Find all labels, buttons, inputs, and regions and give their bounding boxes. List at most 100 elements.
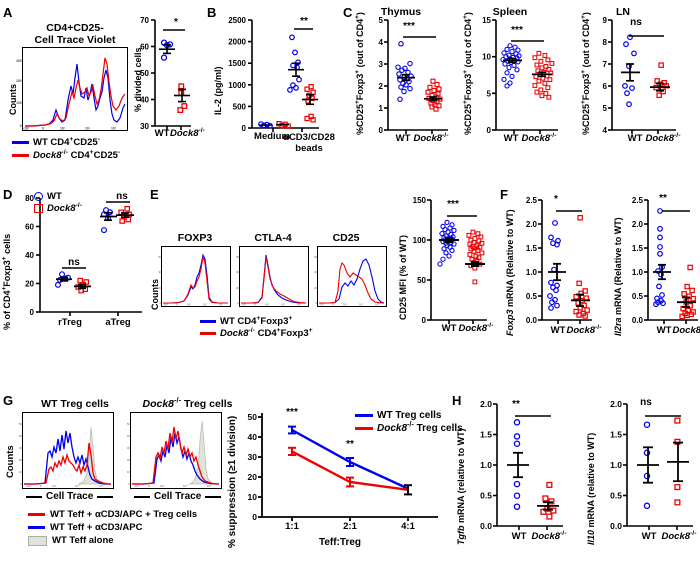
svg-text:40: 40 xyxy=(25,251,34,260)
svg-text:2500: 2500 xyxy=(228,16,246,25)
svg-text:0: 0 xyxy=(20,124,22,128)
svg-text:10: 10 xyxy=(19,470,23,474)
panel-e-title-ctla4: CTLA-4 xyxy=(254,232,292,244)
svg-text:5: 5 xyxy=(603,104,608,113)
svg-text:2000: 2000 xyxy=(228,38,246,47)
svg-text:10⁵: 10⁵ xyxy=(207,484,212,488)
panel-a-cat-wt: WT xyxy=(154,128,170,139)
panel-g-xlabel-ko: Cell Trace xyxy=(134,492,222,502)
panel-d-sig-rtreg: ns xyxy=(68,257,80,268)
svg-text:0: 0 xyxy=(422,316,427,325)
svg-text:10³: 10³ xyxy=(187,303,191,307)
svg-text:10³: 10³ xyxy=(343,303,347,307)
svg-text:0: 0 xyxy=(252,512,257,522)
svg-text:50: 50 xyxy=(248,412,258,422)
panel-c-chart-spleen: 15 10 5 0 xyxy=(474,16,560,142)
svg-text:0: 0 xyxy=(148,484,150,488)
legend-swatch-line xyxy=(28,513,45,516)
svg-text:0: 0 xyxy=(487,126,492,135)
panel-g-cat-4-1: 4:1 xyxy=(401,521,415,532)
panel-h-chart-tgfb: 2.0 1.5 1.0 0.5 0.0 xyxy=(467,398,565,543)
svg-text:50: 50 xyxy=(417,276,426,285)
panel-g-sig-2-1: ** xyxy=(346,439,354,450)
svg-text:1.0: 1.0 xyxy=(632,268,644,277)
svg-text:30: 30 xyxy=(19,446,23,450)
svg-text:2.0: 2.0 xyxy=(480,399,492,409)
svg-text:-10³: -10³ xyxy=(241,303,246,307)
panel-c-chart-thymus: 5 4 3 2 1 0 xyxy=(366,16,450,142)
panel-a-hist-title-1: CD4+CD25- xyxy=(46,22,104,34)
svg-text:10⁵: 10⁵ xyxy=(297,303,301,307)
svg-text:60: 60 xyxy=(236,255,239,259)
panel-c-title-spleen: Spleen xyxy=(492,6,528,18)
svg-text:-10³: -10³ xyxy=(163,303,168,307)
svg-text:0: 0 xyxy=(254,303,256,307)
panel-f-cat-ko-foxp3: Dock8-/- xyxy=(566,323,602,336)
svg-text:5: 5 xyxy=(487,89,492,98)
legend-marker-square xyxy=(34,204,43,213)
svg-text:10⁴: 10⁴ xyxy=(359,303,364,307)
panel-letter-b: B xyxy=(207,5,217,20)
legend-swatch-line xyxy=(355,414,373,417)
svg-text:1.0: 1.0 xyxy=(526,268,538,277)
panel-a-scatter-ylabel: % divided cells xyxy=(133,47,143,112)
svg-text:60: 60 xyxy=(25,223,34,232)
svg-text:0: 0 xyxy=(128,482,130,486)
svg-text:100: 100 xyxy=(16,101,22,105)
svg-text:20: 20 xyxy=(19,458,23,462)
svg-text:4: 4 xyxy=(379,38,384,47)
svg-text:10⁴: 10⁴ xyxy=(85,127,91,131)
svg-text:20: 20 xyxy=(158,286,161,290)
svg-text:500: 500 xyxy=(233,102,247,111)
svg-text:0.5: 0.5 xyxy=(632,292,644,301)
legend-swatch-fill xyxy=(28,535,47,546)
panel-g-hist-ko: -10³ 0 10³ 10⁴ 10⁵ 0 10 20 30 40 50 xyxy=(127,412,222,489)
svg-text:10⁵: 10⁵ xyxy=(375,303,379,307)
svg-text:60: 60 xyxy=(140,43,149,52)
svg-text:30: 30 xyxy=(127,446,131,450)
panel-e-title-foxp3: FOXP3 xyxy=(177,232,213,244)
svg-text:0.0: 0.0 xyxy=(526,316,538,325)
panel-f-ylabel-il2ra: Il2ra mRNA (Relative to WT) xyxy=(613,217,623,336)
svg-text:0: 0 xyxy=(20,482,22,486)
panel-h-sig-tgfb: ** xyxy=(512,399,520,410)
svg-text:10⁴: 10⁴ xyxy=(203,303,208,307)
svg-text:2.5: 2.5 xyxy=(526,196,538,205)
panel-g-line-chart: 50 40 30 20 10 0 xyxy=(240,405,440,535)
svg-text:1.0: 1.0 xyxy=(610,460,622,470)
svg-text:1.5: 1.5 xyxy=(480,430,492,440)
svg-text:7: 7 xyxy=(603,60,608,69)
panel-letter-d: D xyxy=(3,187,13,202)
panel-g-cat-2-1: 2:1 xyxy=(343,521,357,532)
svg-text:8: 8 xyxy=(603,38,608,47)
svg-text:0: 0 xyxy=(160,301,162,305)
svg-text:10⁵: 10⁵ xyxy=(111,127,117,131)
panel-g-legend: WT Teff + αCD3/APC + Treg cells WT Teff … xyxy=(28,509,197,546)
panel-f-sig-il2ra: ** xyxy=(659,193,667,204)
svg-text:-10³: -10³ xyxy=(319,303,324,307)
panel-g-line-legend-label-1: Dock8-/- Treg cells xyxy=(377,419,463,434)
svg-text:100: 100 xyxy=(413,236,427,245)
svg-text:1: 1 xyxy=(379,104,384,113)
panel-e-hist-ctla4: -10³ 0 10³ 10⁴ 10⁵ 0 20 40 60 xyxy=(236,246,309,307)
panel-h-cat-wt-tgfb: WT xyxy=(511,531,527,542)
panel-b-chart: 2500 2000 1500 1000 500 0 xyxy=(226,14,321,144)
svg-text:20: 20 xyxy=(25,280,34,289)
panel-d-legend-label-0: WT xyxy=(47,191,62,202)
svg-text:60: 60 xyxy=(158,255,161,259)
panel-a-scatter: 70 60 50 40 30 xyxy=(131,14,193,140)
panel-letter-h: H xyxy=(452,393,462,408)
svg-text:40: 40 xyxy=(19,434,23,438)
panel-h-sig-il10: ns xyxy=(640,397,652,408)
panel-e-hist-foxp3: -10³ 0 10³ 10⁴ 10⁵ 0 20 40 60 xyxy=(158,246,231,307)
legend-marker-circle xyxy=(34,192,43,201)
panel-a-histogram: -10³ 0 10³ 10⁴ 10⁵ 0 100 200 300 xyxy=(16,47,128,131)
panel-f-sig-foxp3: * xyxy=(554,194,558,205)
svg-text:80: 80 xyxy=(25,194,34,203)
panel-f-cat-wt-foxp3: WT xyxy=(550,325,566,336)
panel-a-significance: * xyxy=(174,17,178,28)
legend-swatch-line xyxy=(355,427,373,430)
legend-swatch-line xyxy=(12,154,29,157)
svg-text:10³: 10³ xyxy=(160,484,164,488)
